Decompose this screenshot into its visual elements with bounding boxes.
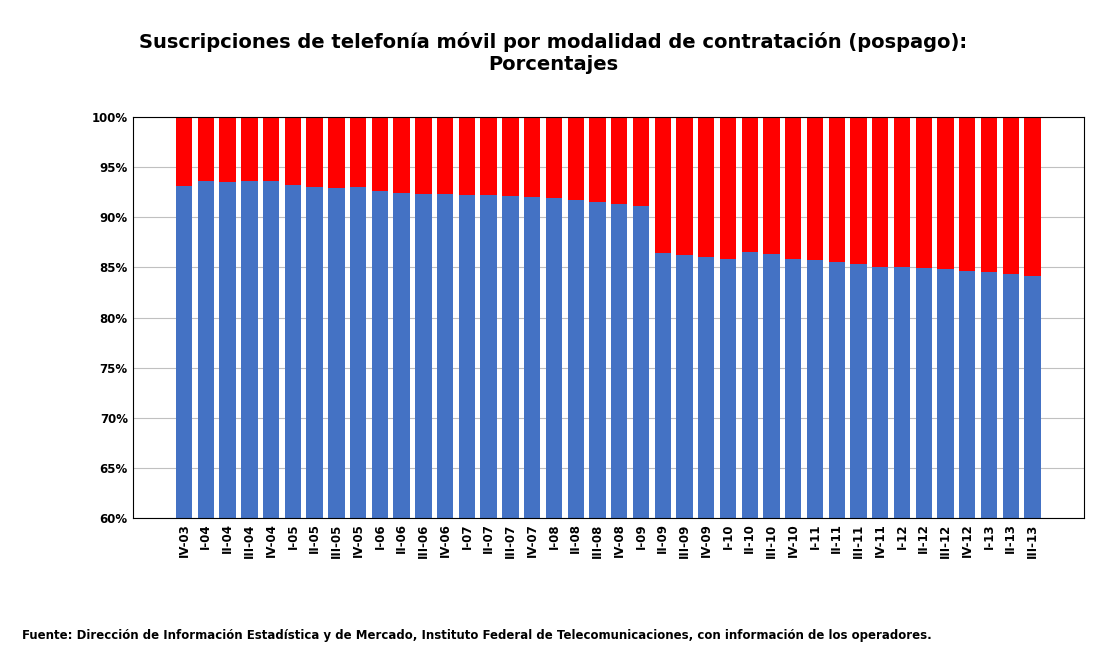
- Bar: [241, 117, 258, 181]
- Bar: [480, 195, 497, 648]
- Bar: [894, 117, 910, 267]
- Bar: [698, 257, 714, 648]
- Bar: [959, 117, 975, 272]
- Bar: [306, 187, 323, 648]
- Bar: [394, 117, 410, 193]
- Bar: [372, 191, 388, 648]
- Bar: [502, 196, 519, 648]
- Bar: [176, 186, 192, 648]
- Bar: [981, 272, 998, 648]
- Bar: [785, 259, 802, 648]
- Bar: [1024, 276, 1041, 648]
- Bar: [306, 117, 323, 187]
- Bar: [415, 194, 431, 648]
- Bar: [567, 117, 584, 200]
- Bar: [349, 187, 366, 648]
- Bar: [828, 117, 845, 262]
- Text: Fuente: Dirección de Información Estadística y de Mercado, Instituto Federal de : Fuente: Dirección de Información Estadís…: [22, 629, 932, 642]
- Bar: [633, 117, 649, 206]
- Bar: [763, 254, 780, 648]
- Bar: [785, 117, 802, 259]
- Bar: [872, 117, 888, 267]
- Bar: [916, 268, 932, 648]
- Bar: [437, 117, 453, 194]
- Bar: [263, 181, 280, 648]
- Bar: [524, 117, 541, 197]
- Bar: [328, 188, 345, 648]
- Bar: [415, 117, 431, 194]
- Bar: [872, 267, 888, 648]
- Text: Suscripciones de telefonía móvil por modalidad de contratación (pospago):
Porcen: Suscripciones de telefonía móvil por mod…: [139, 32, 967, 75]
- Bar: [655, 253, 671, 648]
- Bar: [545, 198, 562, 648]
- Bar: [589, 117, 606, 202]
- Bar: [545, 117, 562, 198]
- Bar: [633, 206, 649, 648]
- Bar: [459, 117, 476, 195]
- Bar: [284, 185, 301, 648]
- Bar: [741, 117, 758, 252]
- Bar: [655, 117, 671, 253]
- Bar: [611, 117, 627, 204]
- Bar: [894, 267, 910, 648]
- Bar: [437, 194, 453, 648]
- Bar: [806, 260, 823, 648]
- Bar: [328, 117, 345, 188]
- Bar: [219, 182, 236, 648]
- Bar: [676, 117, 692, 255]
- Bar: [1002, 274, 1019, 648]
- Bar: [284, 117, 301, 185]
- Bar: [981, 117, 998, 272]
- Bar: [198, 181, 215, 648]
- Bar: [611, 204, 627, 648]
- Bar: [263, 117, 280, 181]
- Bar: [828, 262, 845, 648]
- Bar: [851, 117, 867, 264]
- Bar: [698, 117, 714, 257]
- Bar: [806, 117, 823, 260]
- Bar: [741, 252, 758, 648]
- Bar: [916, 117, 932, 268]
- Bar: [937, 270, 953, 648]
- Bar: [524, 197, 541, 648]
- Bar: [176, 117, 192, 186]
- Bar: [349, 117, 366, 187]
- Bar: [1002, 117, 1019, 274]
- Bar: [567, 200, 584, 648]
- Bar: [394, 193, 410, 648]
- Bar: [219, 117, 236, 182]
- Bar: [589, 202, 606, 648]
- Bar: [720, 259, 737, 648]
- Bar: [851, 264, 867, 648]
- Bar: [241, 181, 258, 648]
- Bar: [459, 195, 476, 648]
- Bar: [480, 117, 497, 195]
- Bar: [763, 117, 780, 254]
- Bar: [720, 117, 737, 259]
- Bar: [502, 117, 519, 196]
- Bar: [372, 117, 388, 191]
- Bar: [676, 255, 692, 648]
- Bar: [1024, 117, 1041, 276]
- Bar: [937, 117, 953, 270]
- Bar: [198, 117, 215, 181]
- Bar: [959, 272, 975, 648]
